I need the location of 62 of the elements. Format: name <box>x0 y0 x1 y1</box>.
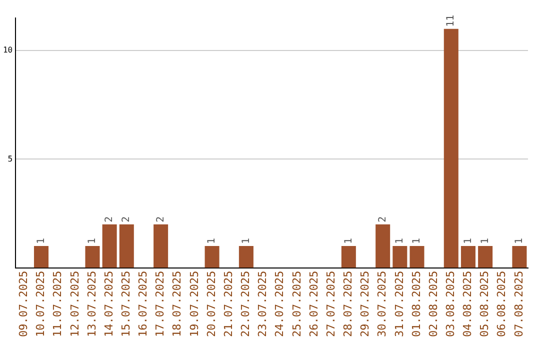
x-tick-label: 10.07.2025 <box>34 270 48 338</box>
x-tick-label: 12.07.2025 <box>68 270 82 338</box>
x-tick-label: 27.07.2025 <box>324 270 338 338</box>
data-label: 2 <box>104 216 116 222</box>
x-tick-label: 28.07.2025 <box>342 270 355 338</box>
data-label: 1 <box>36 238 47 244</box>
x-tick-label: 21.07.2025 <box>222 270 235 338</box>
x-tick-label: 07.08.2025 <box>512 270 526 338</box>
x-tick-label: 17.07.2025 <box>154 270 167 338</box>
data-label: 1 <box>480 238 491 244</box>
bar <box>478 246 493 268</box>
x-tick-label: 22.07.2025 <box>239 270 252 338</box>
bar <box>512 246 527 268</box>
data-label: 1 <box>87 238 98 244</box>
bar <box>204 246 220 268</box>
bar <box>410 246 424 268</box>
x-tick-label: 25.07.2025 <box>290 270 304 338</box>
x-tick-label: 02.08.2025 <box>426 270 440 338</box>
data-label: 1 <box>206 238 218 244</box>
data-label: 1 <box>343 238 354 244</box>
x-tick-label: 16.07.2025 <box>136 270 150 338</box>
bar <box>85 246 100 268</box>
data-label: 1 <box>412 238 423 244</box>
bar <box>102 224 117 268</box>
y-tick-label: 10 <box>2 46 13 55</box>
bar <box>34 246 49 268</box>
x-tick-label: 11.07.2025 <box>51 270 64 338</box>
x-tick-label: 26.07.2025 <box>307 270 320 338</box>
x-tick-label: 04.08.2025 <box>461 270 474 338</box>
x-tick-label: 24.07.2025 <box>273 270 286 338</box>
x-tick-label: 18.07.2025 <box>170 270 184 338</box>
bar <box>376 224 390 268</box>
bar <box>444 28 458 268</box>
data-label: 1 <box>394 238 406 244</box>
data-label: 2 <box>121 216 132 222</box>
x-tick-label: 09.07.2025 <box>17 270 30 338</box>
data-label: 11 <box>446 14 457 27</box>
y-tick-label: 5 <box>8 154 13 164</box>
bar <box>154 224 168 268</box>
bar <box>119 224 134 268</box>
data-label: 1 <box>462 238 474 244</box>
x-tick-label: 06.08.2025 <box>495 270 508 338</box>
x-tick-label: 03.08.2025 <box>444 270 458 338</box>
x-tick-label: 01.08.2025 <box>410 270 423 338</box>
data-label: 2 <box>155 216 166 222</box>
x-tick-label: 19.07.2025 <box>188 270 201 338</box>
x-tick-label: 05.08.2025 <box>478 270 492 338</box>
x-tick-label: 29.07.2025 <box>358 270 372 338</box>
x-tick-label: 20.07.2025 <box>204 270 218 338</box>
x-tick-label: 15.07.2025 <box>120 270 133 338</box>
x-tick-label: 30.07.2025 <box>376 270 389 338</box>
bar <box>238 246 254 268</box>
data-label: 1 <box>240 238 252 244</box>
bar <box>341 246 356 268</box>
x-tick-label: 23.07.2025 <box>256 270 270 338</box>
bar <box>392 246 408 268</box>
x-tick-label: 13.07.2025 <box>85 270 98 338</box>
data-label: 2 <box>377 216 388 222</box>
bar <box>460 246 476 268</box>
x-tick-label: 31.07.2025 <box>392 270 406 338</box>
data-label: 1 <box>514 238 526 244</box>
x-tick-label: 14.07.2025 <box>102 270 116 338</box>
